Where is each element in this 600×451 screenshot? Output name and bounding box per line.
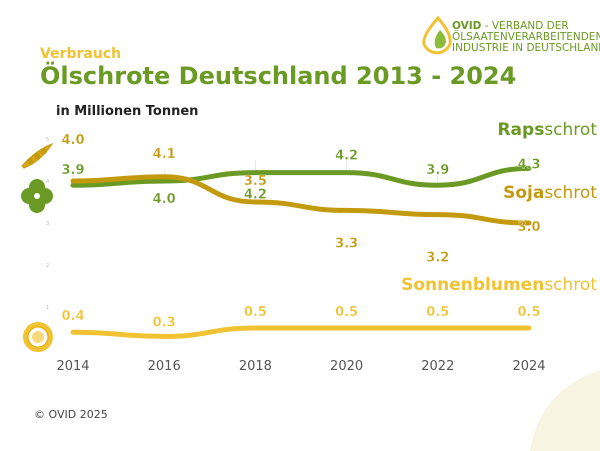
data-label: 4.0: [61, 133, 84, 148]
series-name: Sonnenblumenschrot: [401, 275, 597, 295]
series-line-soja: [70, 174, 532, 226]
data-label: 3.0: [517, 220, 540, 235]
chart-title: Ölschrote Deutschland 2013 - 2024: [40, 62, 517, 90]
data-label: 3.5: [244, 174, 267, 189]
data-label: 0.5: [335, 305, 358, 320]
rapeseed-flower-icon: [21, 179, 53, 213]
x-tick-label: 2018: [239, 359, 272, 374]
chart-subtitle: Verbrauch: [40, 46, 122, 62]
data-label: 4.3: [517, 157, 540, 172]
data-label: 0.5: [426, 305, 449, 320]
copyright: © OVID 2025: [34, 408, 108, 421]
watermark-drop-icon: [530, 370, 600, 451]
data-label: 4.2: [335, 149, 358, 164]
data-label: 4.0: [153, 192, 176, 207]
data-label: 0.5: [517, 305, 540, 320]
y-tick-label: 4: [46, 179, 49, 185]
data-label: 4.2: [244, 188, 267, 203]
data-label: 3.9: [61, 163, 84, 178]
series-line-raps: [70, 165, 532, 188]
data-label: 3.3: [335, 236, 358, 251]
x-tick-label: 2016: [148, 359, 181, 374]
sunflower-icon: [23, 322, 53, 352]
logo-line2: ÖLSAATENVERARBEITENDEN: [452, 31, 600, 43]
x-tick-label: 2014: [56, 359, 89, 374]
data-label: 3.9: [426, 163, 449, 178]
series-name: Rapsschrot: [497, 120, 597, 140]
series-name: Sojaschrot: [503, 183, 597, 203]
logo-line1: - VERBAND DER: [481, 20, 569, 32]
logo-line3: INDUSTRIE IN DEUTSCHLAND: [452, 42, 600, 54]
y-axis-label: in Millionen Tonnen: [56, 104, 199, 119]
data-label: 4.1: [153, 147, 176, 162]
data-label: 0.3: [153, 315, 176, 330]
logo-brand: OVID: [452, 20, 482, 32]
y-tick-label: 2: [46, 263, 49, 269]
y-tick-label: 3: [46, 221, 49, 227]
x-tick-label: 2022: [421, 359, 454, 374]
logo-text: OVID - VERBAND DER ÖLSAATENVERARBEITENDE…: [452, 21, 600, 54]
data-label: 0.4: [61, 309, 84, 324]
soybean-pod-icon: [21, 142, 54, 169]
y-tick-label: 1: [46, 305, 49, 311]
x-tick-label: 2024: [512, 359, 545, 374]
data-label: 0.5: [244, 305, 267, 320]
series-line-sonnenblumen: [70, 325, 532, 339]
y-tick-label: 5: [46, 137, 49, 143]
x-tick-label: 2020: [330, 359, 363, 374]
data-label: 3.2: [426, 251, 449, 266]
logo-drop-icon: [422, 15, 452, 55]
